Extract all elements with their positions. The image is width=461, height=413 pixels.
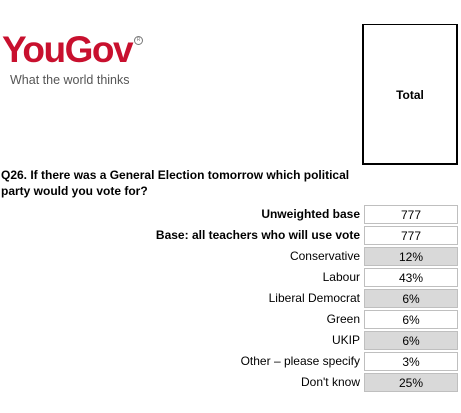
- registered-trademark-icon: R: [134, 36, 143, 45]
- table-row-liberal-democrat: Liberal Democrat 6%: [0, 288, 461, 309]
- row-value: 6%: [364, 331, 458, 350]
- table-row-base: Base: all teachers who will use vote 777: [0, 225, 461, 246]
- total-column-header: Total: [362, 24, 458, 165]
- logo-wordmark: YouGov: [2, 29, 134, 70]
- total-header-label: Total: [396, 88, 424, 102]
- row-label: Don't know: [301, 375, 360, 389]
- row-value: 777: [364, 205, 458, 224]
- row-label: Green: [326, 312, 360, 326]
- yougov-logo: YouGov R What the world thinks: [2, 30, 182, 90]
- row-value: 43%: [364, 268, 458, 287]
- row-label: Other – please specify: [240, 354, 360, 368]
- row-label: Unweighted base: [261, 207, 360, 221]
- row-value: 3%: [364, 352, 458, 371]
- logo-tagline: What the world thinks: [10, 73, 130, 87]
- table-row-dont-know: Don't know 25%: [0, 372, 461, 393]
- row-value: 12%: [364, 247, 458, 266]
- row-value: 6%: [364, 310, 458, 329]
- row-label: Conservative: [289, 249, 360, 263]
- question-text: Q26. If there was a General Election tom…: [1, 168, 350, 198]
- table-row-ukip: UKIP 6%: [0, 330, 461, 351]
- table-row-other: Other – please specify 3%: [0, 351, 461, 372]
- row-value: 777: [364, 226, 458, 245]
- row-label: UKIP: [331, 333, 360, 347]
- row-label: Labour: [322, 270, 360, 284]
- table-row-labour: Labour 43%: [0, 267, 461, 288]
- row-label: Liberal Democrat: [268, 291, 360, 305]
- table-row-unweighted-base: Unweighted base 777: [0, 204, 461, 225]
- row-value: 25%: [364, 373, 458, 392]
- row-label: Base: all teachers who will use vote: [155, 228, 360, 242]
- table-row-conservative: Conservative 12%: [0, 246, 461, 267]
- row-value: 6%: [364, 289, 458, 308]
- table-row-green: Green 6%: [0, 309, 461, 330]
